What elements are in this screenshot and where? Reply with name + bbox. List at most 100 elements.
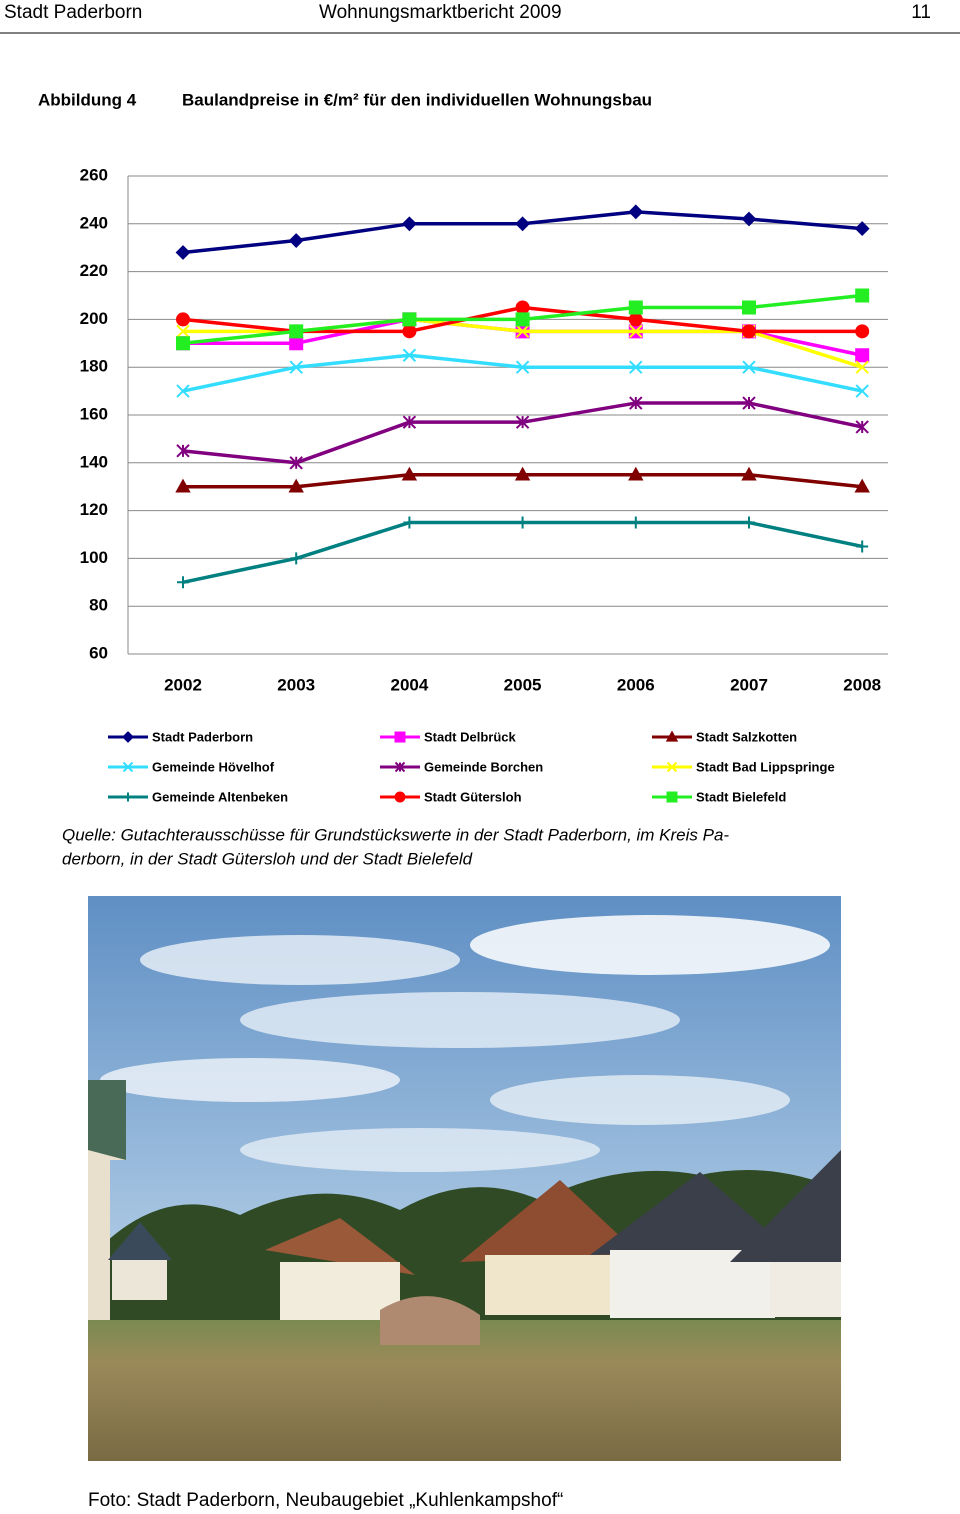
y-tick-label: 240 (80, 213, 108, 232)
data-point (629, 396, 643, 410)
legend: Stadt Paderborn Stadt Delbrück Stadt Salzk… (108, 729, 835, 804)
data-point (742, 396, 756, 410)
data-point (629, 324, 643, 339)
data-point (629, 360, 643, 374)
data-point (855, 348, 870, 363)
data-point (741, 466, 757, 481)
data-point (402, 415, 417, 429)
data-point (289, 336, 304, 351)
data-point (175, 245, 191, 260)
legend-label: Gemeinde Altenbeken (152, 789, 288, 804)
x-tick-label: 2008 (843, 675, 881, 694)
photo-caption: Foto: Stadt Paderborn, Neubaugebiet „Kuh… (88, 1490, 563, 1511)
source-line: derborn, in der Stadt Gütersloh und der … (62, 849, 473, 868)
data-point (176, 324, 190, 339)
legend-label: Gemeinde Hövelhof (152, 759, 275, 774)
header-left: Stadt Paderborn (4, 2, 142, 23)
series-line (182, 401, 863, 465)
data-point (856, 540, 869, 553)
data-point (741, 211, 757, 227)
legend-label: Stadt Gütersloh (424, 789, 522, 804)
data-point (288, 478, 304, 493)
data-point (289, 456, 303, 470)
data-point (515, 300, 530, 315)
data-point (629, 516, 642, 529)
data-point (402, 348, 417, 362)
y-tick-label: 160 (80, 404, 108, 423)
data-point (628, 300, 643, 315)
data-point (855, 384, 869, 398)
data-point (854, 221, 870, 236)
data-point (176, 336, 190, 351)
data-point (514, 466, 531, 481)
data-point (628, 204, 644, 220)
data-point (176, 384, 190, 398)
data-point (516, 516, 529, 529)
data-point (515, 324, 530, 339)
x-tick-label: 2003 (277, 675, 315, 694)
data-point (742, 360, 756, 374)
data-point (401, 216, 417, 232)
data-point (628, 466, 644, 481)
data-point (175, 312, 191, 327)
data-point (177, 576, 189, 589)
data-point (175, 478, 191, 493)
data-point (515, 415, 530, 429)
data-point (743, 516, 755, 529)
legend-marker (394, 791, 406, 803)
y-tick-label: 260 (80, 165, 108, 184)
legend-marker (123, 792, 133, 802)
figure-label: Abbildung 4 (38, 90, 137, 109)
data-point (855, 288, 870, 303)
y-tick-label: 60 (89, 643, 108, 662)
data-point (855, 420, 869, 434)
x-tick-label: 2004 (390, 675, 428, 694)
series-line (182, 353, 863, 393)
data-point (628, 312, 643, 327)
page-number: 11 (911, 2, 931, 23)
data-point (515, 312, 530, 327)
legend-label: Stadt Bad Lippspringe (696, 759, 835, 774)
legend-marker (665, 730, 679, 742)
legend-marker (122, 761, 134, 773)
source-line: Quelle: Gutachterausschüsse für Grundstü… (62, 825, 729, 844)
legend-label: Stadt Delbrück (424, 729, 517, 744)
data-point (288, 233, 304, 248)
x-tick-label: 2002 (164, 675, 202, 694)
data-point (402, 324, 417, 339)
y-tick-label: 200 (80, 309, 108, 328)
data-point (289, 360, 303, 374)
y-tick-label: 100 (80, 548, 108, 567)
data-point (176, 444, 190, 458)
legend-label: Stadt Bielefeld (696, 789, 786, 804)
y-tick-label: 120 (80, 500, 108, 519)
data-point (290, 552, 303, 565)
x-tick-label: 2007 (730, 675, 768, 694)
legend-marker (666, 761, 678, 773)
legend-label: Gemeinde Borchen (424, 759, 543, 774)
y-tick-label: 140 (80, 452, 108, 471)
data-point (854, 478, 870, 493)
photo (88, 896, 841, 1461)
legend-marker (666, 791, 678, 803)
y-tick-label: 80 (89, 596, 108, 615)
legend-marker (394, 761, 406, 773)
data-point (855, 360, 869, 374)
header-center: Wohnungsmarktbericht 2009 (319, 2, 562, 23)
data-point (515, 360, 530, 374)
y-tick-label: 220 (80, 261, 108, 280)
legend-marker (122, 731, 134, 743)
legend-label: Stadt Salzkotten (696, 729, 797, 744)
data-point (402, 312, 417, 327)
data-point (403, 516, 416, 529)
data-point (289, 324, 304, 339)
data-point (741, 324, 757, 339)
y-tick-label: 180 (80, 357, 108, 376)
data-point (855, 324, 870, 339)
figure-title: Baulandpreise in €/m² für den individuel… (182, 90, 652, 109)
data-point (742, 300, 756, 315)
series-line (182, 520, 863, 585)
data-point (515, 216, 531, 232)
x-tick-label: 2005 (504, 675, 542, 694)
